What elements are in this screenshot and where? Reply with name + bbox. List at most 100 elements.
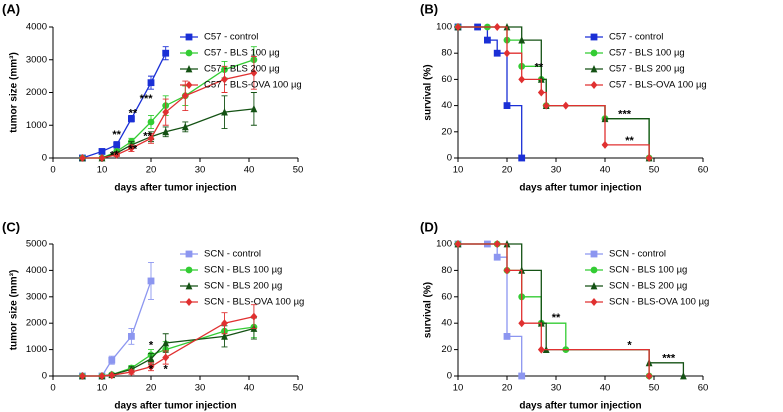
legend-label: C57 - BLS-OVA 100 µg bbox=[609, 80, 707, 91]
marker bbox=[147, 134, 155, 143]
x-tick-label: 30 bbox=[195, 383, 206, 394]
y-tick-label: 2000 bbox=[26, 87, 47, 98]
marker bbox=[645, 154, 653, 162]
x-axis-label: days after tumor injection bbox=[519, 401, 641, 412]
marker bbox=[162, 127, 170, 136]
annotation: ** bbox=[112, 129, 121, 141]
legend-label: C57 - BLS 200 µg bbox=[204, 64, 280, 75]
marker bbox=[493, 49, 501, 57]
marker bbox=[250, 68, 258, 77]
legend-label: SCN - BLS-OVA 100 µg bbox=[204, 297, 304, 308]
legend-marker bbox=[185, 33, 193, 41]
y-tick-label: 100 bbox=[436, 239, 452, 250]
x-tick-label: 30 bbox=[551, 165, 562, 176]
marker bbox=[147, 354, 155, 363]
legend-label: SCN - BLS 200 µg bbox=[609, 281, 687, 292]
marker bbox=[250, 312, 258, 321]
legend-marker bbox=[185, 65, 193, 73]
legend-marker bbox=[590, 266, 598, 274]
marker bbox=[108, 356, 116, 364]
legend-label: SCN - BLS-OVA 100 µg bbox=[609, 297, 709, 308]
marker bbox=[493, 240, 501, 248]
y-tick-label: 4000 bbox=[26, 22, 47, 33]
marker bbox=[181, 122, 189, 131]
legend-label: SCN - control bbox=[204, 249, 261, 260]
marker bbox=[518, 372, 526, 380]
x-tick-label: 40 bbox=[244, 165, 255, 176]
x-tick-label: 60 bbox=[698, 383, 709, 394]
legend-marker bbox=[590, 49, 598, 57]
legend-marker bbox=[590, 81, 598, 89]
y-tick-label: 60 bbox=[441, 291, 452, 302]
y-tick-label: 80 bbox=[441, 48, 452, 59]
x-axis-label: days after tumor injection bbox=[114, 183, 236, 194]
marker bbox=[503, 333, 511, 340]
panel-label: (A) bbox=[2, 1, 20, 16]
marker bbox=[98, 372, 106, 380]
marker bbox=[98, 154, 106, 162]
legend-marker bbox=[185, 282, 193, 290]
annotation: ** bbox=[129, 144, 138, 156]
annotation: ** bbox=[129, 108, 138, 120]
annotation: * bbox=[164, 363, 169, 375]
x-tick-label: 0 bbox=[50, 383, 55, 394]
x-tick-label: 40 bbox=[600, 383, 611, 394]
marker bbox=[147, 362, 155, 371]
marker bbox=[128, 333, 135, 340]
marker bbox=[250, 104, 258, 113]
marker bbox=[562, 101, 570, 110]
x-tick-label: 20 bbox=[502, 165, 513, 176]
marker bbox=[518, 75, 526, 84]
marker bbox=[537, 345, 545, 354]
marker bbox=[162, 339, 170, 347]
x-axis-label: days after tumor injection bbox=[114, 401, 236, 412]
y-tick-label: 4000 bbox=[26, 265, 47, 276]
y-tick-label: 3000 bbox=[26, 291, 47, 302]
x-tick-label: 50 bbox=[649, 165, 660, 176]
legend-label: C57 - BLS 100 µg bbox=[609, 48, 685, 59]
y-tick-label: 80 bbox=[441, 265, 452, 276]
legend-marker bbox=[185, 250, 193, 258]
marker bbox=[454, 23, 462, 31]
series-line bbox=[458, 243, 685, 376]
x-tick-label: 50 bbox=[293, 383, 304, 394]
y-axis-label: tumor size (mm³) bbox=[9, 270, 20, 351]
annotation: ** bbox=[625, 135, 634, 147]
legend-label: C57 - control bbox=[609, 32, 663, 43]
marker bbox=[162, 353, 170, 362]
y-tick-label: 0 bbox=[447, 371, 452, 382]
legend-marker bbox=[590, 282, 598, 290]
legend-marker bbox=[185, 81, 193, 89]
x-tick-label: 20 bbox=[146, 165, 157, 176]
legend-marker bbox=[185, 298, 193, 306]
series-line bbox=[458, 26, 650, 158]
x-tick-label: 10 bbox=[97, 165, 108, 176]
x-tick-label: 20 bbox=[146, 383, 157, 394]
marker bbox=[162, 49, 170, 57]
annotation: * bbox=[149, 363, 154, 375]
legend-marker bbox=[185, 49, 193, 57]
series-line bbox=[82, 52, 167, 159]
legend-marker bbox=[590, 65, 598, 73]
x-tick-label: 40 bbox=[244, 383, 255, 394]
x-tick-label: 20 bbox=[502, 383, 513, 394]
annotation: * bbox=[149, 340, 154, 352]
marker bbox=[221, 75, 228, 84]
y-axis-label: survival (%) bbox=[423, 282, 434, 338]
x-tick-label: 30 bbox=[195, 165, 206, 176]
marker bbox=[542, 101, 550, 110]
y-tick-label: 0 bbox=[42, 153, 47, 164]
x-tick-label: 50 bbox=[293, 165, 304, 176]
marker bbox=[503, 49, 511, 58]
y-tick-label: 1000 bbox=[26, 120, 47, 131]
legend-label: SCN - BLS 200 µg bbox=[204, 281, 282, 292]
marker bbox=[493, 253, 501, 261]
x-tick-label: 10 bbox=[97, 383, 108, 394]
marker bbox=[98, 148, 106, 155]
marker bbox=[128, 115, 135, 123]
annotation: ** bbox=[143, 131, 152, 143]
legend-label: C57 - BLS-OVA 100 µg bbox=[204, 80, 302, 91]
marker bbox=[221, 108, 228, 116]
x-tick-label: 40 bbox=[600, 165, 611, 176]
